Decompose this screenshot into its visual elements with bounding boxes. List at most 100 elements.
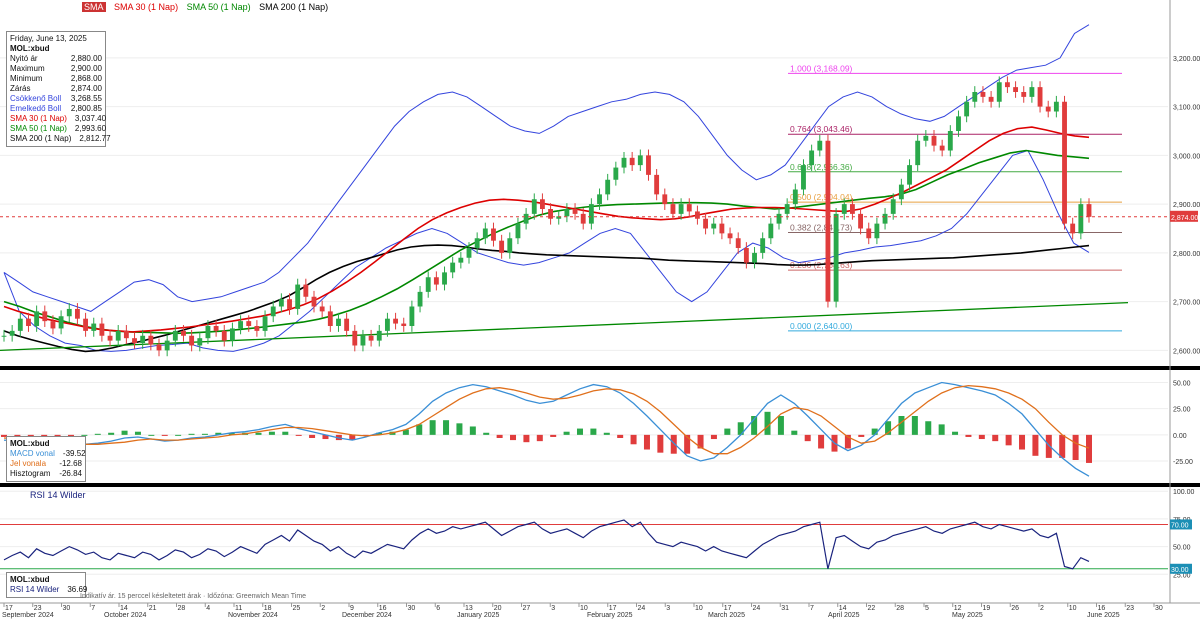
candle-body <box>956 116 961 131</box>
candle-body <box>295 284 301 309</box>
sma200-line <box>3 244 1090 353</box>
x-tick-label: 9 <box>350 605 354 612</box>
rsi-level-label: 30.00 <box>1171 567 1189 574</box>
candle-body <box>588 204 594 224</box>
x-tick-label: 4 <box>206 605 210 612</box>
macd-histogram-bar <box>175 434 182 436</box>
candle-body <box>507 238 513 253</box>
macd-histogram-bar <box>952 431 959 435</box>
candle-body <box>531 199 537 214</box>
candle-body <box>311 296 317 307</box>
x-tick-label: 10 <box>580 605 588 612</box>
x-month-label: September 2024 <box>2 612 54 619</box>
candle-body <box>1045 106 1051 112</box>
candle-body <box>801 165 806 190</box>
macd-y-tick-label: 50.00 <box>1173 380 1191 387</box>
candle-body <box>466 248 472 258</box>
macd-histogram-bar <box>443 420 450 435</box>
candle-body <box>874 223 880 239</box>
candle-body <box>327 311 333 326</box>
info-box-value: 3,268.55 <box>70 94 102 103</box>
candle-body <box>409 306 415 326</box>
candle-body <box>99 323 105 336</box>
macd-histogram-bar <box>255 432 262 435</box>
macd-histogram-bar <box>617 434 624 438</box>
rsi-y-tick-label: 100.00 <box>1173 489 1195 496</box>
last-price-tag <box>1170 210 1198 222</box>
candle-body <box>784 204 790 214</box>
x-month-label: May 2025 <box>952 612 983 619</box>
candle-body <box>450 262 456 273</box>
candle-body <box>50 321 56 329</box>
candle-body <box>34 311 40 326</box>
candle-body <box>213 326 219 331</box>
x-tick-label: 17 <box>724 605 732 612</box>
fib-level-label: 1,000 (3,168.09) <box>790 63 853 73</box>
info-box-value: 2,868.00 <box>70 74 102 83</box>
x-tick-label: 17 <box>5 605 13 612</box>
info-box-label: SMA 30 (1 Nap) <box>10 114 67 123</box>
info-box-row: SMA 200 (1 Nap) 2,812.77 <box>10 134 111 144</box>
macd-y-tick-label: 25.00 <box>1173 407 1191 414</box>
candle-body <box>344 318 350 331</box>
candle-body <box>825 140 831 302</box>
rsi-box-row: RSI 14 Wilder 36.69 <box>10 585 87 595</box>
macd-histogram-bar <box>429 420 436 435</box>
candle-body <box>988 96 994 102</box>
fib-level-label: 0.764 (3,043.46) <box>790 124 853 134</box>
macd-histogram-bar <box>978 434 985 440</box>
macd-histogram-bar <box>697 434 704 449</box>
candle-body <box>605 179 611 195</box>
info-box-row: Zárás 2,874.00 <box>10 84 102 94</box>
x-tick-label: 7 <box>810 605 814 612</box>
info-box-value: 2,800.85 <box>70 104 102 113</box>
macd-box-label: MACD vonal <box>10 449 55 458</box>
macd-box-value: -39.52 <box>62 449 86 458</box>
macd-histogram-bar <box>791 430 798 435</box>
candle-body <box>515 223 521 239</box>
macd-histogram-bar <box>630 434 637 445</box>
macd-box-row: Hisztogram -26.84 <box>10 469 82 479</box>
candle-body <box>597 194 602 205</box>
candle-body <box>205 326 211 339</box>
info-box-label: Zárás <box>10 84 31 93</box>
candle-body <box>964 101 970 117</box>
x-tick-label: 28 <box>896 605 904 612</box>
macd-histogram-bar <box>94 433 101 435</box>
info-symbol: MOL:xbud <box>10 44 50 53</box>
candle-body <box>662 194 668 205</box>
candle-body <box>703 218 709 229</box>
rsi-y-tick-label: 25.00 <box>1173 572 1191 579</box>
x-tick-label: 25 <box>293 605 301 612</box>
macd-histogram-bar <box>228 432 235 435</box>
info-box-label: Csökkenő Boll <box>10 94 62 103</box>
macd-histogram-bar <box>148 434 155 436</box>
rsi-y-tick-label: 50.00 <box>1173 545 1191 552</box>
price-y-tick-label: 3,100.00 <box>1173 105 1200 112</box>
candle-body <box>711 223 717 229</box>
long-trend-line <box>0 301 1129 352</box>
candle-body <box>58 316 64 329</box>
candle-body <box>572 209 578 214</box>
candle-body <box>817 140 823 151</box>
macd-histogram-bar <box>724 428 731 435</box>
rsi-level-tag <box>1170 519 1192 530</box>
macd-y-tick-label: -25.00 <box>1173 459 1193 466</box>
macd-histogram-bar <box>670 434 677 454</box>
macd-histogram-bar <box>456 423 463 435</box>
macd-box-label: Hisztogram <box>10 469 51 478</box>
candle-body <box>303 284 309 297</box>
x-tick-label: 21 <box>149 605 157 612</box>
candle-body <box>939 145 945 151</box>
macd-histogram-bar <box>885 421 892 435</box>
candle-body <box>1004 82 1010 88</box>
candle-body <box>336 318 341 326</box>
rsi-symbol: MOL:xbud <box>10 575 50 584</box>
candle-body <box>474 238 480 248</box>
candle-body <box>923 135 929 141</box>
candle-body <box>376 330 382 341</box>
candle-body <box>907 165 912 185</box>
x-tick-label: 6 <box>436 605 440 612</box>
symbol-badge: SMA <box>82 2 106 12</box>
